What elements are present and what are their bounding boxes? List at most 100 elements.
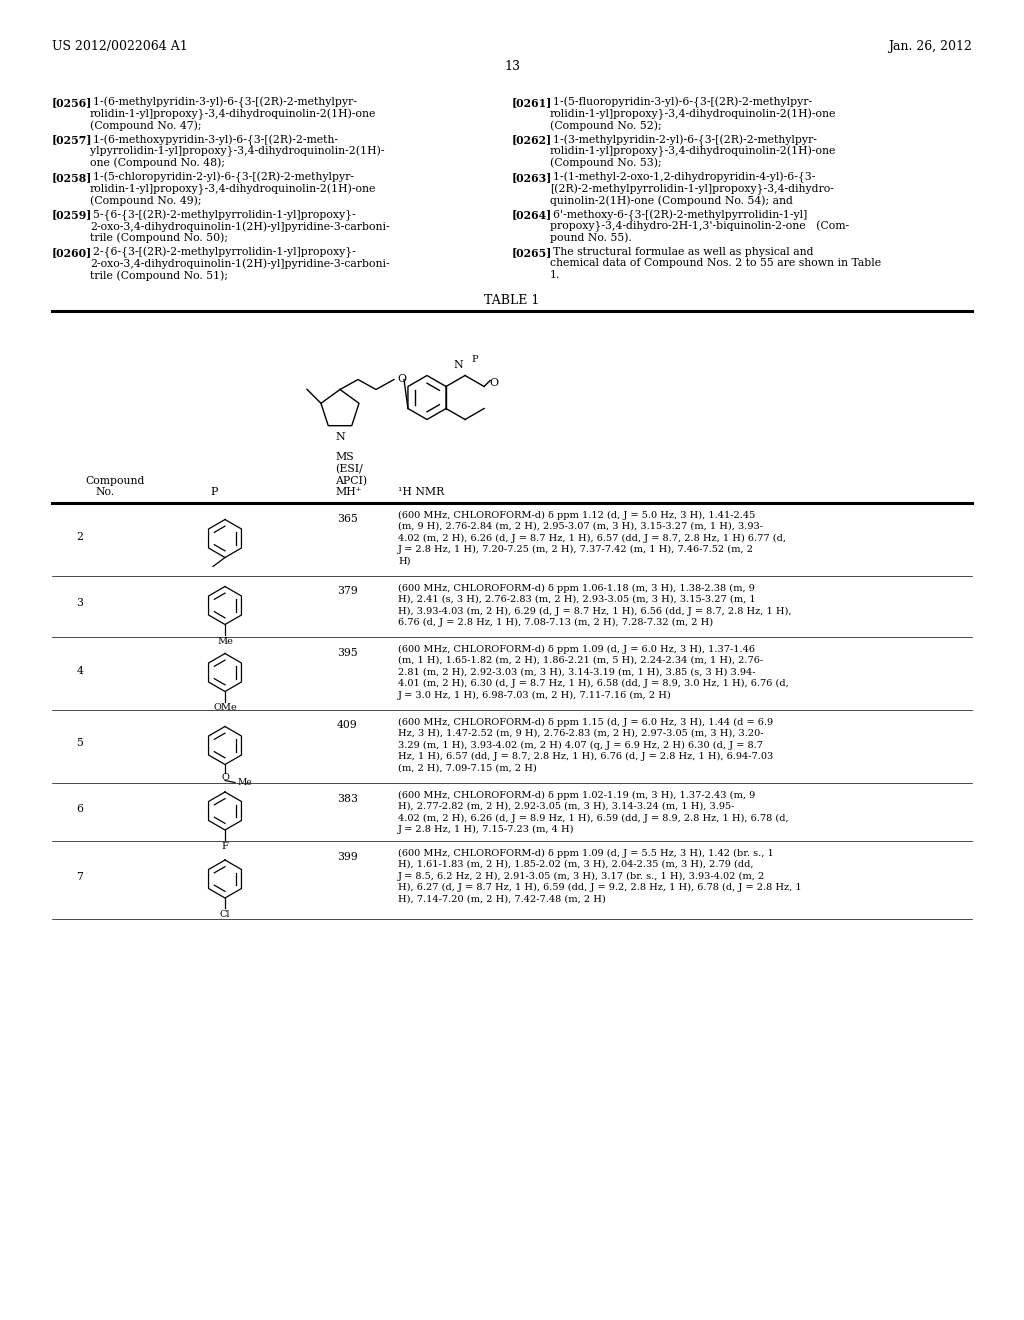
Text: (600 MHz, CHLOROFORM-d) δ ppm 1.12 (d, J = 5.0 Hz, 3 H), 1.41-2.45: (600 MHz, CHLOROFORM-d) δ ppm 1.12 (d, J… xyxy=(398,511,756,520)
Text: 3.29 (m, 1 H), 3.93-4.02 (m, 2 H) 4.07 (q, J = 6.9 Hz, 2 H) 6.30 (d, J = 8.7: 3.29 (m, 1 H), 3.93-4.02 (m, 2 H) 4.07 (… xyxy=(398,741,763,750)
Text: US 2012/0022064 A1: US 2012/0022064 A1 xyxy=(52,40,187,53)
Text: Hz, 3 H), 1.47-2.52 (m, 9 H), 2.76-2.83 (m, 2 H), 2.97-3.05 (m, 3 H), 3.20-: Hz, 3 H), 1.47-2.52 (m, 9 H), 2.76-2.83 … xyxy=(398,729,764,738)
Text: F: F xyxy=(221,842,228,851)
Text: 399: 399 xyxy=(337,851,357,862)
Text: 6'-methoxy-6-{3-[(2R)-2-methylpyrrolidin-1-yl]: 6'-methoxy-6-{3-[(2R)-2-methylpyrrolidin… xyxy=(546,210,808,220)
Text: (m, 1 H), 1.65-1.82 (m, 2 H), 1.86-2.21 (m, 5 H), 2.24-2.34 (m, 1 H), 2.76-: (m, 1 H), 1.65-1.82 (m, 2 H), 1.86-2.21 … xyxy=(398,656,763,665)
Text: quinolin-2(1H)-one (Compound No. 54); and: quinolin-2(1H)-one (Compound No. 54); an… xyxy=(550,195,793,206)
Text: 1-(6-methylpyridin-3-yl)-6-{3-[(2R)-2-methylpyr-: 1-(6-methylpyridin-3-yl)-6-{3-[(2R)-2-me… xyxy=(86,96,357,108)
Text: Compound: Compound xyxy=(85,475,144,486)
Text: 2: 2 xyxy=(77,532,84,541)
Text: ¹H NMR: ¹H NMR xyxy=(398,487,444,498)
Text: N: N xyxy=(335,433,345,442)
Text: [0265]: [0265] xyxy=(512,247,552,257)
Text: 5: 5 xyxy=(77,738,83,748)
Text: [0261]: [0261] xyxy=(512,96,552,108)
Text: (Compound No. 47);: (Compound No. 47); xyxy=(90,120,202,131)
Text: 409: 409 xyxy=(337,721,357,730)
Text: (600 MHz, CHLOROFORM-d) δ ppm 1.09 (d, J = 6.0 Hz, 3 H), 1.37-1.46: (600 MHz, CHLOROFORM-d) δ ppm 1.09 (d, J… xyxy=(398,644,755,653)
Text: No.: No. xyxy=(95,487,114,498)
Text: trile (Compound No. 50);: trile (Compound No. 50); xyxy=(90,232,228,243)
Text: 2.81 (m, 2 H), 2.92-3.03 (m, 3 H), 3.14-3.19 (m, 1 H), 3.85 (s, 3 H) 3.94-: 2.81 (m, 2 H), 2.92-3.03 (m, 3 H), 3.14-… xyxy=(398,668,756,676)
Text: 7: 7 xyxy=(77,873,83,882)
Text: 383: 383 xyxy=(337,793,358,804)
Text: pound No. 55).: pound No. 55). xyxy=(550,232,632,243)
Text: 3: 3 xyxy=(77,598,84,609)
Text: [0259]: [0259] xyxy=(52,210,92,220)
Text: H), 7.14-7.20 (m, 2 H), 7.42-7.48 (m, 2 H): H), 7.14-7.20 (m, 2 H), 7.42-7.48 (m, 2 … xyxy=(398,895,606,903)
Text: 1-(1-methyl-2-oxo-1,2-dihydropyridin-4-yl)-6-{3-: 1-(1-methyl-2-oxo-1,2-dihydropyridin-4-y… xyxy=(546,172,815,183)
Text: J = 3.0 Hz, 1 H), 6.98-7.03 (m, 2 H), 7.11-7.16 (m, 2 H): J = 3.0 Hz, 1 H), 6.98-7.03 (m, 2 H), 7.… xyxy=(398,690,672,700)
Text: J = 2.8 Hz, 1 H), 7.15-7.23 (m, 4 H): J = 2.8 Hz, 1 H), 7.15-7.23 (m, 4 H) xyxy=(398,825,574,834)
Text: 365: 365 xyxy=(337,513,357,524)
Text: Hz, 1 H), 6.57 (dd, J = 8.7, 2.8 Hz, 1 H), 6.76 (d, J = 2.8 Hz, 1 H), 6.94-7.03: Hz, 1 H), 6.57 (dd, J = 8.7, 2.8 Hz, 1 H… xyxy=(398,752,773,762)
Text: Cl: Cl xyxy=(220,909,230,919)
Text: 1-(5-fluoropyridin-3-yl)-6-{3-[(2R)-2-methylpyr-: 1-(5-fluoropyridin-3-yl)-6-{3-[(2R)-2-me… xyxy=(546,96,812,108)
Text: rolidin-1-yl]propoxy}-3,4-dihydroquinolin-2(1H)-one: rolidin-1-yl]propoxy}-3,4-dihydroquinoli… xyxy=(90,108,377,120)
Text: (m, 9 H), 2.76-2.84 (m, 2 H), 2.95-3.07 (m, 3 H), 3.15-3.27 (m, 1 H), 3.93-: (m, 9 H), 2.76-2.84 (m, 2 H), 2.95-3.07 … xyxy=(398,521,763,531)
Text: P: P xyxy=(471,355,477,363)
Text: rolidin-1-yl]propoxy}-3,4-dihydroquinolin-2(1H)-one: rolidin-1-yl]propoxy}-3,4-dihydroquinoli… xyxy=(90,183,377,195)
Text: (600 MHz, CHLOROFORM-d) δ ppm 1.06-1.18 (m, 3 H), 1.38-2.38 (m, 9: (600 MHz, CHLOROFORM-d) δ ppm 1.06-1.18 … xyxy=(398,583,755,593)
Text: MH⁺: MH⁺ xyxy=(335,487,361,498)
Text: [0262]: [0262] xyxy=(512,135,552,145)
Text: H), 3.93-4.03 (m, 2 H), 6.29 (d, J = 8.7 Hz, 1 H), 6.56 (dd, J = 8.7, 2.8 Hz, 1 : H), 3.93-4.03 (m, 2 H), 6.29 (d, J = 8.7… xyxy=(398,606,792,615)
Text: N: N xyxy=(454,359,463,370)
Text: APCI): APCI) xyxy=(335,475,368,486)
Text: (600 MHz, CHLOROFORM-d) δ ppm 1.15 (d, J = 6.0 Hz, 3 H), 1.44 (d = 6.9: (600 MHz, CHLOROFORM-d) δ ppm 1.15 (d, J… xyxy=(398,718,773,726)
Text: The structural formulae as well as physical and: The structural formulae as well as physi… xyxy=(546,247,814,257)
Text: propoxy}-3,4-dihydro-2H-1,3'-biquinolin-2-one   (Com-: propoxy}-3,4-dihydro-2H-1,3'-biquinolin-… xyxy=(550,220,849,232)
Text: J = 2.8 Hz, 1 H), 7.20-7.25 (m, 2 H), 7.37-7.42 (m, 1 H), 7.46-7.52 (m, 2: J = 2.8 Hz, 1 H), 7.20-7.25 (m, 2 H), 7.… xyxy=(398,545,754,554)
Text: (Compound No. 49);: (Compound No. 49); xyxy=(90,195,202,206)
Text: 13: 13 xyxy=(504,59,520,73)
Text: O: O xyxy=(397,375,407,384)
Text: (m, 2 H), 7.09-7.15 (m, 2 H): (m, 2 H), 7.09-7.15 (m, 2 H) xyxy=(398,763,537,772)
Text: [(2R)-2-methylpyrrolidin-1-yl]propoxy}-3,4-dihydro-: [(2R)-2-methylpyrrolidin-1-yl]propoxy}-3… xyxy=(550,183,834,195)
Text: [0263]: [0263] xyxy=(512,172,552,183)
Text: 1.: 1. xyxy=(550,271,560,280)
Text: [0260]: [0260] xyxy=(52,247,92,257)
Text: J = 8.5, 6.2 Hz, 2 H), 2.91-3.05 (m, 3 H), 3.17 (br. s., 1 H), 3.93-4.02 (m, 2: J = 8.5, 6.2 Hz, 2 H), 2.91-3.05 (m, 3 H… xyxy=(398,871,765,880)
Text: [0258]: [0258] xyxy=(52,172,92,183)
Text: Me: Me xyxy=(237,777,252,787)
Text: H), 2.41 (s, 3 H), 2.76-2.83 (m, 2 H), 2.93-3.05 (m, 3 H), 3.15-3.27 (m, 1: H), 2.41 (s, 3 H), 2.76-2.83 (m, 2 H), 2… xyxy=(398,595,756,605)
Text: 1-(5-chloropyridin-2-yl)-6-{3-[(2R)-2-methylpyr-: 1-(5-chloropyridin-2-yl)-6-{3-[(2R)-2-me… xyxy=(86,172,354,183)
Text: trile (Compound No. 51);: trile (Compound No. 51); xyxy=(90,271,228,281)
Text: H), 2.77-2.82 (m, 2 H), 2.92-3.05 (m, 3 H), 3.14-3.24 (m, 1 H), 3.95-: H), 2.77-2.82 (m, 2 H), 2.92-3.05 (m, 3 … xyxy=(398,803,734,810)
Text: 2-{6-{3-[(2R)-2-methylpyrrolidin-1-yl]propoxy}-: 2-{6-{3-[(2R)-2-methylpyrrolidin-1-yl]pr… xyxy=(86,247,356,259)
Text: 5-{6-{3-[(2R)-2-methylpyrrolidin-1-yl]propoxy}-: 5-{6-{3-[(2R)-2-methylpyrrolidin-1-yl]pr… xyxy=(86,210,355,220)
Text: 395: 395 xyxy=(337,648,357,657)
Text: 4: 4 xyxy=(77,665,83,676)
Text: chemical data of Compound Nos. 2 to 55 are shown in Table: chemical data of Compound Nos. 2 to 55 a… xyxy=(550,259,881,268)
Text: [0256]: [0256] xyxy=(52,96,92,108)
Text: OMe: OMe xyxy=(213,704,237,713)
Text: rolidin-1-yl]propoxy}-3,4-dihydroquinolin-2(1H)-one: rolidin-1-yl]propoxy}-3,4-dihydroquinoli… xyxy=(550,147,837,157)
Text: 1-(3-methylpyridin-2-yl)-6-{3-[(2R)-2-methylpyr-: 1-(3-methylpyridin-2-yl)-6-{3-[(2R)-2-me… xyxy=(546,135,817,145)
Text: 6.76 (d, J = 2.8 Hz, 1 H), 7.08-7.13 (m, 2 H), 7.28-7.32 (m, 2 H): 6.76 (d, J = 2.8 Hz, 1 H), 7.08-7.13 (m,… xyxy=(398,618,713,627)
Text: 1-(6-methoxypyridin-3-yl)-6-{3-[(2R)-2-meth-: 1-(6-methoxypyridin-3-yl)-6-{3-[(2R)-2-m… xyxy=(86,135,338,145)
Text: 2-oxo-3,4-dihydroquinolin-1(2H)-yl]pyridine-3-carboni-: 2-oxo-3,4-dihydroquinolin-1(2H)-yl]pyrid… xyxy=(90,259,389,269)
Text: 4.01 (m, 2 H), 6.30 (d, J = 8.7 Hz, 1 H), 6.58 (dd, J = 8.9, 3.0 Hz, 1 H), 6.76 : 4.01 (m, 2 H), 6.30 (d, J = 8.7 Hz, 1 H)… xyxy=(398,678,788,688)
Text: ylpyrrolidin-1-yl]propoxy}-3,4-dihydroquinolin-2(1H)-: ylpyrrolidin-1-yl]propoxy}-3,4-dihydroqu… xyxy=(90,147,384,157)
Text: P: P xyxy=(210,487,217,498)
Text: [0264]: [0264] xyxy=(512,210,552,220)
Text: 6: 6 xyxy=(77,804,84,814)
Text: O: O xyxy=(221,774,229,783)
Text: 4.02 (m, 2 H), 6.26 (d, J = 8.9 Hz, 1 H), 6.59 (dd, J = 8.9, 2.8 Hz, 1 H), 6.78 : 4.02 (m, 2 H), 6.26 (d, J = 8.9 Hz, 1 H)… xyxy=(398,813,788,822)
Text: one (Compound No. 48);: one (Compound No. 48); xyxy=(90,157,225,168)
Text: MS: MS xyxy=(335,453,353,462)
Text: 4.02 (m, 2 H), 6.26 (d, J = 8.7 Hz, 1 H), 6.57 (dd, J = 8.7, 2.8 Hz, 1 H) 6.77 (: 4.02 (m, 2 H), 6.26 (d, J = 8.7 Hz, 1 H)… xyxy=(398,533,786,543)
Text: [0257]: [0257] xyxy=(52,135,92,145)
Text: Me: Me xyxy=(217,636,232,645)
Text: (Compound No. 53);: (Compound No. 53); xyxy=(550,157,662,168)
Text: 2-oxo-3,4-dihydroquinolin-1(2H)-yl]pyridine-3-carboni-: 2-oxo-3,4-dihydroquinolin-1(2H)-yl]pyrid… xyxy=(90,220,389,231)
Text: H), 6.27 (d, J = 8.7 Hz, 1 H), 6.59 (dd, J = 9.2, 2.8 Hz, 1 H), 6.78 (d, J = 2.8: H), 6.27 (d, J = 8.7 Hz, 1 H), 6.59 (dd,… xyxy=(398,883,802,892)
Text: rolidin-1-yl]propoxy}-3,4-dihydroquinolin-2(1H)-one: rolidin-1-yl]propoxy}-3,4-dihydroquinoli… xyxy=(550,108,837,120)
Text: (ESI/: (ESI/ xyxy=(335,465,362,474)
Text: 379: 379 xyxy=(337,586,357,597)
Text: O: O xyxy=(489,379,499,388)
Text: Jan. 26, 2012: Jan. 26, 2012 xyxy=(888,40,972,53)
Text: (600 MHz, CHLOROFORM-d) δ ppm 1.02-1.19 (m, 3 H), 1.37-2.43 (m, 9: (600 MHz, CHLOROFORM-d) δ ppm 1.02-1.19 … xyxy=(398,791,756,800)
Text: H): H) xyxy=(398,557,411,565)
Text: (600 MHz, CHLOROFORM-d) δ ppm 1.09 (d, J = 5.5 Hz, 3 H), 1.42 (br. s., 1: (600 MHz, CHLOROFORM-d) δ ppm 1.09 (d, J… xyxy=(398,849,774,858)
